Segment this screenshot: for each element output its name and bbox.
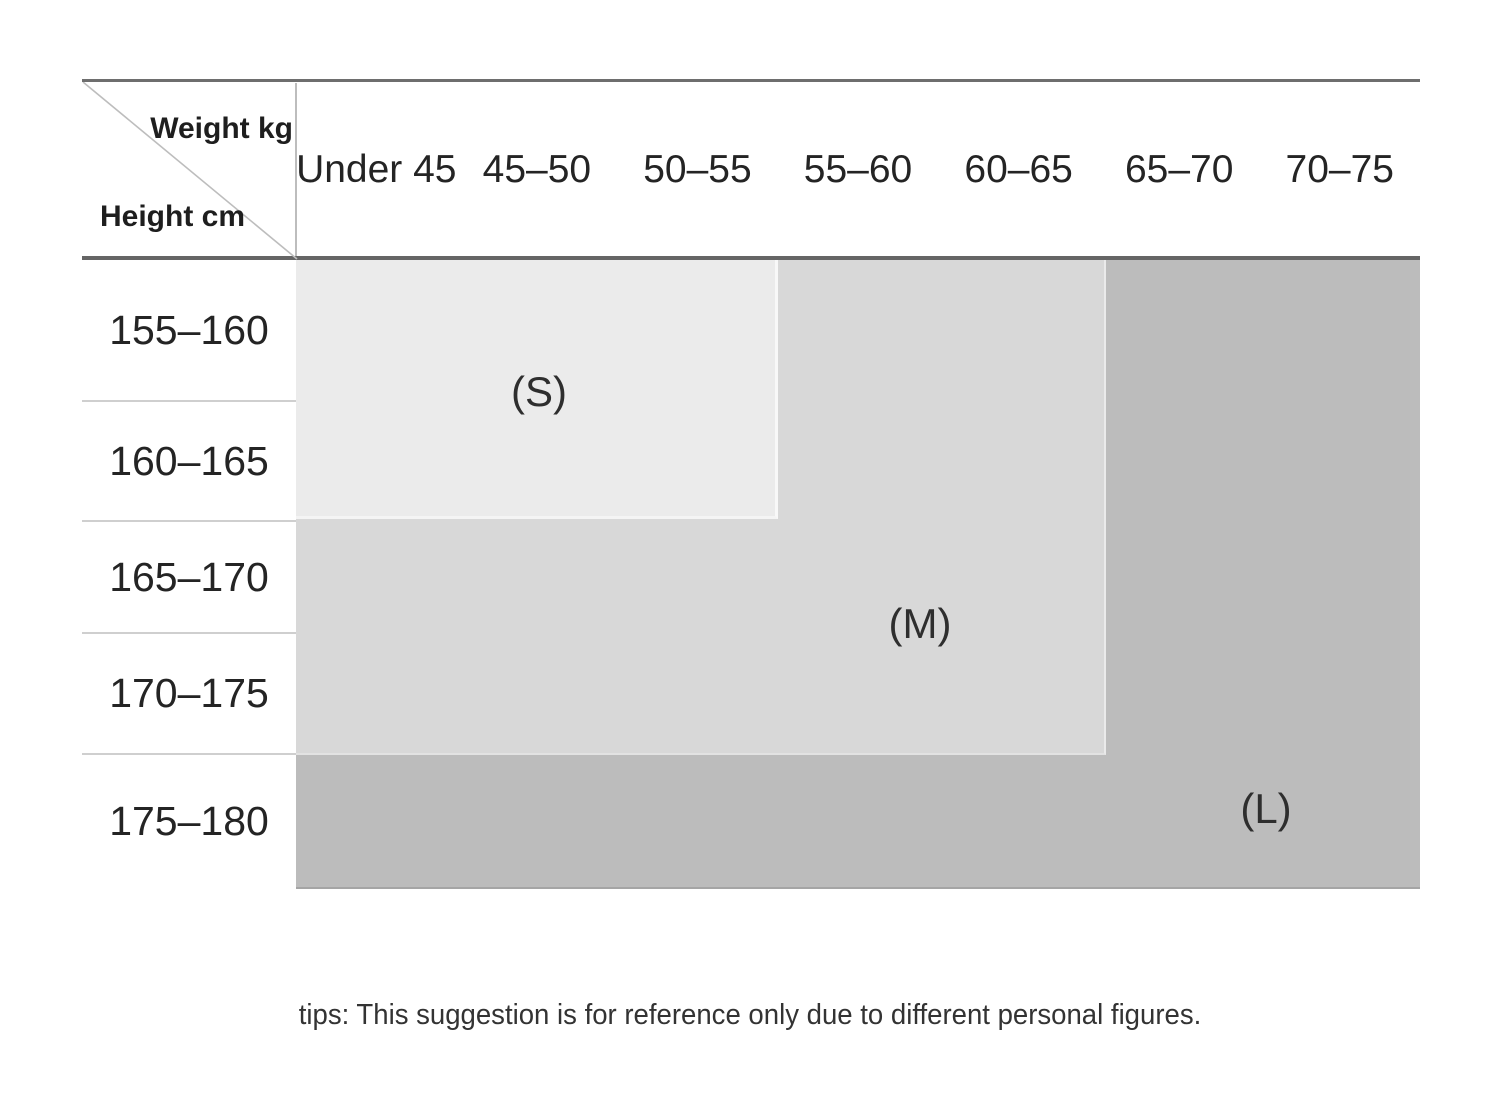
row-separator [82, 520, 296, 522]
size-region-s [296, 260, 778, 519]
row-separator [82, 632, 296, 634]
height-row-label: 175–180 [109, 798, 269, 844]
weight-column-header: 55–60 [803, 148, 913, 191]
height-row-label: 170–175 [109, 670, 269, 716]
size-label-s: (S) [511, 368, 567, 415]
height-row-label: 160–165 [109, 437, 269, 484]
table-top-border [82, 79, 1420, 82]
header-bottom-border [82, 256, 1420, 260]
weight-column-header: 50–55 [643, 148, 752, 191]
weight-column-header: 65–70 [1124, 148, 1234, 191]
row-separator [82, 753, 296, 755]
diagonal-line [82, 82, 298, 260]
weight-column-header: 70–75 [1285, 148, 1394, 191]
height-row-label: 155–160 [109, 307, 269, 353]
height-axis-label: Height cm [100, 200, 246, 233]
tips-text: tips: This suggestion is for reference o… [298, 999, 1202, 1031]
weight-column-header: 60–65 [964, 148, 1073, 191]
weight-column-headers: Under 45 45–50 50–55 55–60 60–65 65–70 7… [296, 84, 1420, 256]
size-label-m: (M) [888, 600, 952, 647]
header-column-divider [295, 83, 297, 256]
weight-column-header: Under 45 [296, 148, 457, 191]
height-row-label: 165–170 [109, 553, 269, 600]
row-separator [82, 400, 296, 402]
size-label-l: (L) [1240, 785, 1292, 832]
weight-column-header: 45–50 [482, 148, 592, 191]
weight-axis-label: Weight kg [150, 112, 293, 145]
